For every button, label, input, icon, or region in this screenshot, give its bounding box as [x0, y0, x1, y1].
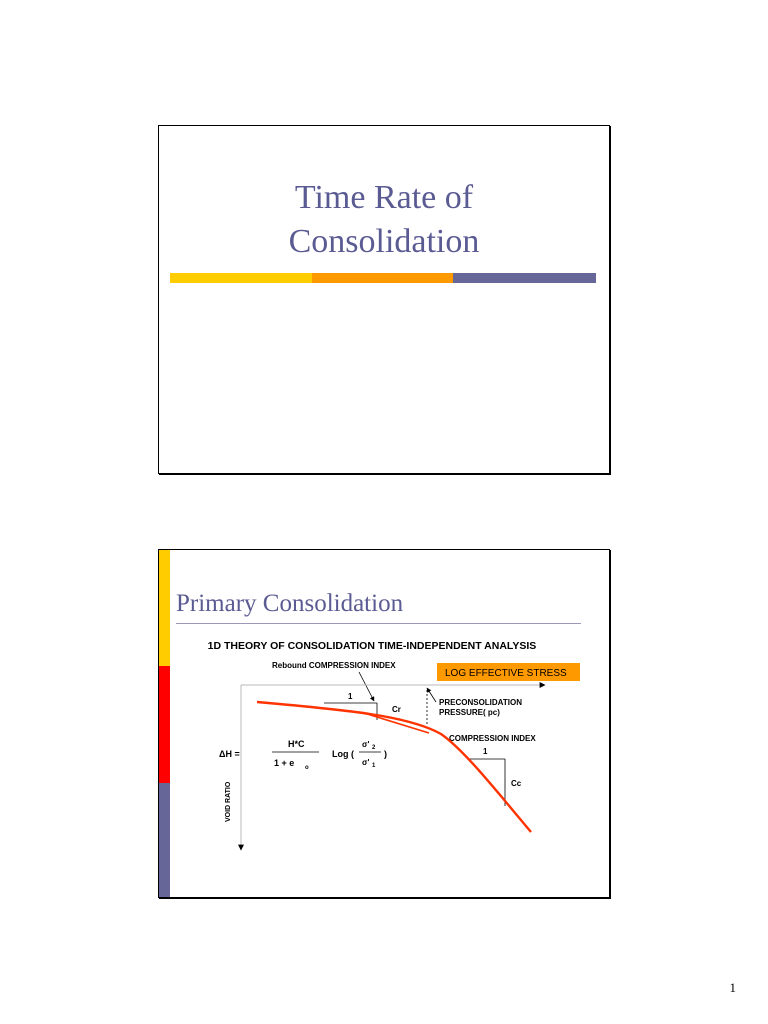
figure-heading: 1D THEORY OF CONSOLIDATION TIME-INDEPEND… — [208, 640, 537, 652]
formula-sigma-1-sub: 1 — [372, 763, 376, 769]
slide-1-title: Time Rate of Consolidation — [159, 176, 609, 264]
formula-sigma-2: σ' — [362, 740, 369, 749]
side-strip-purple — [159, 783, 170, 897]
slide-2-title: Primary Consolidation — [176, 590, 404, 617]
side-strip-yellow — [159, 550, 170, 666]
formula-lhs: ΔH = — [219, 749, 240, 759]
precon-line-2: PRESSURE( pc) — [439, 708, 500, 717]
title-bar-purple — [453, 273, 596, 283]
log-stress-box — [437, 663, 580, 681]
rebound-line — [363, 712, 430, 734]
title-bar-orange — [312, 273, 453, 283]
consolidation-figure: 1D THEORY OF CONSOLIDATION TIME-INDEPEND… — [208, 640, 580, 851]
consolidation-curve — [256, 700, 532, 833]
title-bar-yellow — [170, 273, 312, 283]
compression-index-label: COMPRESSION INDEX — [449, 734, 536, 743]
formula-denominator: 1 + e — [274, 758, 294, 768]
title-line-2: Consolidation — [288, 223, 480, 260]
formula-sigma-1: σ' — [362, 758, 369, 767]
slide-1: Time Rate of Consolidation — [158, 125, 610, 474]
log-stress-label: LOG EFFECTIVE STRESS — [445, 668, 567, 679]
void-ratio-label: VOID RATIO — [225, 781, 232, 822]
formula-numerator: H*C — [288, 739, 305, 749]
title-underline — [176, 623, 581, 624]
formula-close: ) — [384, 749, 387, 759]
formula-log: Log ( — [332, 749, 354, 759]
precon-line-1: PRECONSOLIDATION — [439, 698, 522, 707]
slope-one-b: 1 — [483, 747, 488, 756]
title-line-1: Time Rate of — [294, 179, 474, 216]
cr-label: Cr — [392, 705, 401, 714]
slide-2: Primary Consolidation 1D THEORY OF CONSO… — [158, 549, 610, 898]
formula-denominator-sub: o — [305, 765, 309, 771]
rebound-label: Rebound COMPRESSION INDEX — [272, 661, 396, 670]
side-strip-red — [159, 666, 170, 783]
slope-one-a: 1 — [348, 692, 353, 701]
cc-label: Cc — [511, 779, 522, 788]
page-number: 1 — [729, 980, 737, 995]
precon-arrow — [426, 687, 437, 703]
rebound-arrow — [358, 671, 375, 702]
formula-sigma-2-sub: 2 — [372, 745, 376, 751]
